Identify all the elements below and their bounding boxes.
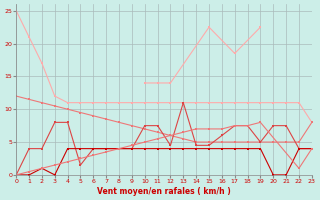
X-axis label: Vent moyen/en rafales ( km/h ): Vent moyen/en rafales ( km/h ) bbox=[97, 187, 231, 196]
